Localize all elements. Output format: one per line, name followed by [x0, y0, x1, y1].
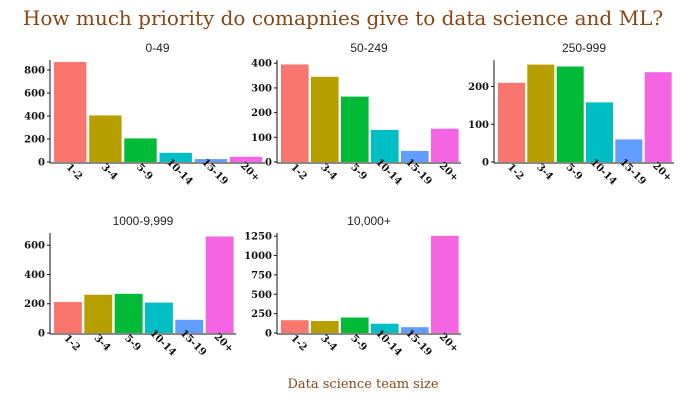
panel-title: 250-999 [562, 41, 606, 55]
bar-5-9 [341, 317, 369, 333]
x-tick-label: 20+ [212, 331, 236, 355]
x-tick-label: 5-9 [122, 333, 143, 354]
y-tick-label: 0 [38, 158, 45, 169]
bar-5-9 [341, 96, 369, 162]
bar-1-2 [54, 62, 87, 162]
y-tick-label: 1250 [244, 232, 272, 243]
panel-title: 10,000+ [347, 214, 391, 228]
bar-1-2 [54, 302, 82, 333]
y-tick-label: 800 [24, 66, 45, 77]
bar-15-19 [194, 159, 228, 162]
bar-10-14 [371, 129, 399, 162]
bar-20+ [431, 235, 459, 333]
x-tick-label: 5-9 [134, 162, 155, 183]
y-tick-label: 400 [24, 112, 45, 123]
x-tick-label: 3-4 [318, 162, 339, 183]
y-tick-label: 750 [251, 270, 272, 281]
y-tick-label: 400 [24, 270, 45, 281]
bar-5-9 [556, 66, 584, 162]
bar-1-2 [498, 82, 525, 162]
x-tick-label: 20+ [437, 160, 461, 184]
y-tick-label: 200 [251, 108, 272, 119]
bar-3-4 [527, 64, 555, 162]
bar-20+ [229, 156, 263, 162]
bar-20+ [431, 128, 459, 162]
x-tick-label: 3-4 [534, 162, 555, 183]
bar-3-4 [89, 115, 122, 162]
y-tick-label: 500 [251, 290, 272, 301]
bar-1-2 [281, 320, 309, 333]
y-tick-label: 200 [24, 135, 45, 146]
y-tick-label: 600 [24, 89, 45, 100]
y-tick-label: 400 [251, 59, 272, 70]
x-tick-label: 1-2 [288, 333, 309, 354]
bar-10-14 [159, 152, 192, 162]
x-tick-label: 3-4 [92, 333, 113, 354]
panel-5: 10,000+1-2 3-4 5-9 10-14 15-19 20+02505007501… [244, 214, 461, 358]
y-tick-label: 300 [251, 83, 272, 94]
x-tick-label: 1-2 [61, 333, 82, 354]
bar-3-4 [311, 321, 339, 333]
y-tick-label: 250 [251, 309, 272, 320]
x-tick-label: 3-4 [99, 162, 120, 183]
x-tick-label: 20+ [437, 331, 461, 355]
bar-10-14 [145, 302, 173, 333]
x-tick-label: 5-9 [564, 162, 585, 183]
x-axis-label: Data science team size [287, 377, 438, 392]
y-tick-label: 0 [482, 158, 489, 169]
y-tick-label: 100 [468, 120, 489, 131]
bar-15-19 [615, 139, 643, 162]
x-tick-label: 5-9 [348, 333, 369, 354]
x-tick-label: 1-2 [288, 162, 309, 183]
y-tick-label: 0 [265, 329, 272, 340]
y-tick-label: 0 [38, 329, 45, 340]
y-tick-label: 200 [468, 82, 489, 93]
bar-5-9 [114, 293, 143, 333]
x-tick-label: 1-2 [505, 162, 526, 183]
bar-15-19 [401, 327, 429, 333]
bar-1-2 [281, 64, 309, 162]
x-tick-label: 5-9 [348, 162, 369, 183]
y-tick-label: 1000 [244, 251, 272, 262]
bar-20+ [644, 72, 672, 162]
bar-5-9 [124, 138, 157, 162]
panel-title: 50-249 [350, 41, 388, 55]
y-tick-label: 600 [24, 241, 45, 252]
bar-20+ [205, 236, 234, 333]
x-tick-label: 20+ [238, 160, 262, 184]
y-tick-label: 0 [265, 158, 272, 169]
bar-10-14 [586, 102, 613, 162]
y-tick-label: 200 [24, 299, 45, 310]
bar-15-19 [175, 319, 204, 333]
bar-10-14 [371, 323, 399, 333]
panel-title: 0-49 [145, 41, 169, 55]
y-tick-label: 100 [251, 133, 272, 144]
chart-title: How much priority do comapnies give to d… [23, 6, 663, 30]
bar-15-19 [401, 150, 429, 162]
x-tick-label: 3-4 [318, 333, 339, 354]
x-tick-label: 1-2 [64, 162, 85, 183]
panel-title: 1000-9,999 [113, 214, 174, 228]
x-tick-label: 20+ [650, 160, 674, 184]
bar-3-4 [311, 76, 339, 162]
bar-3-4 [84, 294, 113, 333]
chart-panels: 0-491-2 3-4 5-9 10-14 15-19 20+02004006008005… [24, 41, 674, 358]
